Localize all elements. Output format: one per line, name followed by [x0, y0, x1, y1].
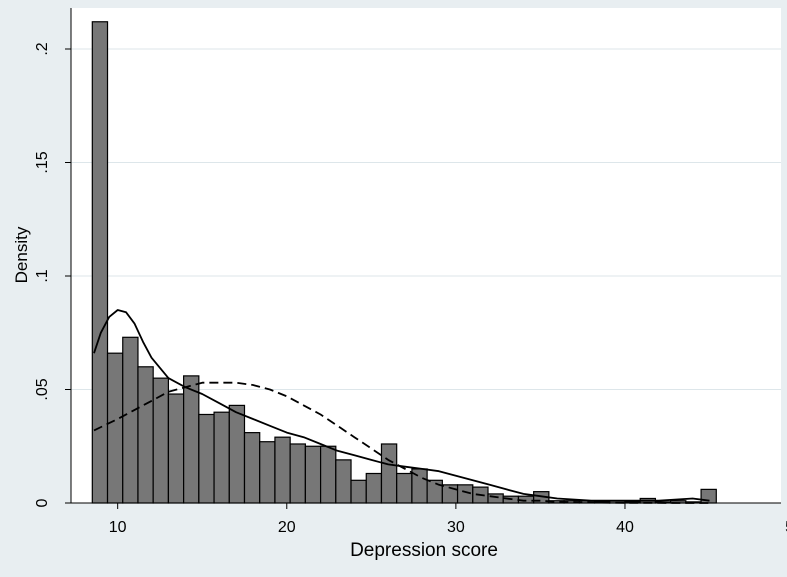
- histogram-bar: [259, 441, 276, 504]
- histogram-bar: [304, 445, 322, 504]
- histogram-bar: [122, 336, 139, 504]
- histogram-bar: [487, 493, 504, 504]
- histogram-bar: [350, 479, 367, 504]
- histogram-bar: [289, 443, 306, 504]
- histogram-bar: [274, 436, 291, 504]
- density-curves: [93, 309, 710, 504]
- normal-density-curve: [93, 381, 710, 504]
- x-tick-label: 30: [447, 519, 465, 536]
- histogram-bar: [243, 432, 261, 504]
- histogram-bar: [198, 413, 215, 504]
- axes: 0 .05 .1 .15 .2 10 20 30 40 50: [34, 8, 787, 536]
- y-tick-label: .2: [34, 42, 51, 55]
- y-tick-label: 0: [34, 498, 51, 507]
- x-axis-title: Depression score: [350, 540, 498, 561]
- y-tick-label: .05: [34, 378, 51, 400]
- histogram-bar: [106, 352, 124, 504]
- histogram-bar: [396, 472, 413, 504]
- x-tick-label: 40: [616, 519, 634, 536]
- histogram-bar: [426, 479, 443, 504]
- histogram-bar: [183, 375, 200, 504]
- histogram-bar: [380, 443, 398, 504]
- histogram-bars: [91, 21, 717, 504]
- x-tick-label: 10: [109, 519, 127, 536]
- histogram-bar: [365, 472, 383, 504]
- y-tick-label: .15: [34, 151, 51, 173]
- histogram-bar: [228, 404, 246, 504]
- y-tick-label: .1: [34, 269, 51, 282]
- y-axis-title: Density: [12, 226, 31, 283]
- histogram-bar: [335, 459, 352, 504]
- x-tick-label: 50: [785, 519, 787, 536]
- x-tick-label: 20: [278, 519, 296, 536]
- histogram-bar: [167, 393, 185, 504]
- histogram-bar: [213, 411, 230, 504]
- kernel-density-curve: [93, 309, 710, 502]
- histogram-bar: [137, 366, 154, 504]
- histogram-bar: [319, 445, 337, 504]
